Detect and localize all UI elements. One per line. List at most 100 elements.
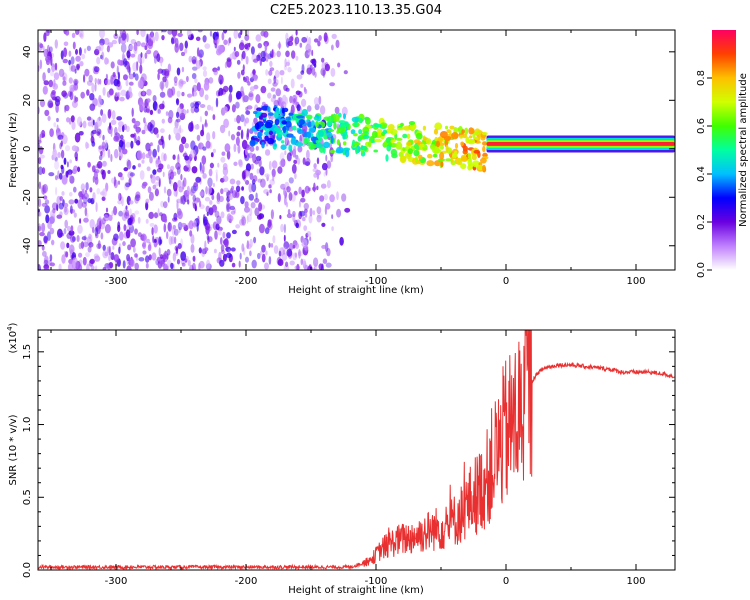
- heatmap-cell: [236, 180, 241, 186]
- y-tick-label: 1.0: [22, 417, 33, 433]
- svg-text:(x104): (x104): [6, 322, 19, 353]
- heatmap-cell: [163, 201, 168, 209]
- heatmap-cell: [156, 53, 161, 62]
- heatmap-cell: [98, 154, 103, 161]
- heatmap-cell: [249, 77, 254, 83]
- heatmap-cell: [129, 44, 134, 51]
- heatmap-cell: [316, 206, 322, 214]
- heatmap-cell: [95, 233, 99, 239]
- heatmap-cell: [173, 212, 178, 221]
- heatmap-cell: [162, 171, 165, 178]
- heatmap-cell: [82, 120, 87, 129]
- heatmap-cell: [47, 115, 51, 122]
- heatmap-cell: [285, 261, 289, 268]
- heatmap-cell: [106, 58, 110, 64]
- heatmap-cell: [101, 141, 106, 150]
- heatmap-cell: [123, 167, 129, 172]
- spectrogram-frame: [37, 29, 676, 271]
- heatmap-cell: [214, 230, 218, 240]
- heatmap-cell: [101, 169, 106, 180]
- heatmap-cell: [252, 69, 256, 75]
- heatmap-cell: [314, 120, 319, 128]
- heatmap-cell: [240, 196, 245, 205]
- heatmap-cell: [139, 64, 143, 74]
- heatmap-cell: [244, 201, 249, 208]
- heatmap-cell: [102, 160, 107, 167]
- heatmap-cell: [177, 32, 183, 38]
- heatmap-cell: [319, 146, 325, 153]
- heatmap-cell: [154, 31, 159, 42]
- heatmap-cell: [332, 114, 340, 122]
- heatmap-cell: [202, 35, 207, 43]
- heatmap-cell: [134, 73, 139, 81]
- heatmap-cell: [281, 107, 285, 114]
- heatmap-cell: [194, 106, 200, 113]
- heatmap-cell: [295, 55, 299, 61]
- heatmap-cell: [337, 62, 341, 68]
- heatmap-cell: [169, 180, 174, 187]
- heatmap-cell: [212, 182, 215, 188]
- x-tick-label: 100: [626, 576, 645, 587]
- heatmap-cell: [229, 205, 235, 211]
- heatmap-cell: [406, 141, 412, 146]
- heatmap-cell: [135, 126, 140, 135]
- heatmap-cell: [255, 34, 262, 42]
- heatmap-cell: [56, 117, 59, 123]
- heatmap-cell: [44, 199, 50, 205]
- heatmap-cell: [295, 242, 299, 249]
- heatmap-cell: [265, 250, 268, 256]
- heatmap-cell: [287, 59, 291, 67]
- heatmap-cell: [63, 41, 69, 47]
- heatmap-cell: [230, 134, 236, 141]
- heatmap-cell: [127, 244, 132, 251]
- heatmap-cell: [295, 222, 300, 228]
- heatmap-cell: [249, 207, 253, 217]
- heatmap-cell: [248, 42, 251, 48]
- heatmap-cell: [236, 131, 241, 137]
- heatmap-cell: [177, 180, 182, 189]
- x-tick-label: 100: [626, 276, 645, 287]
- heatmap-cell: [215, 169, 218, 174]
- heatmap-cell: [66, 161, 69, 168]
- heatmap-cell: [61, 175, 68, 185]
- heatmap-cell: [43, 264, 50, 269]
- heatmap-cell: [101, 51, 105, 61]
- heatmap-cell: [258, 202, 263, 212]
- heatmap-cell: [108, 255, 111, 262]
- heatmap-cell: [254, 198, 260, 203]
- heatmap-cell: [128, 73, 135, 80]
- heatmap-cell: [140, 56, 145, 64]
- heatmap-cell: [334, 106, 340, 115]
- heatmap-cell: [268, 242, 271, 248]
- heatmap-cell: [319, 105, 326, 115]
- heatmap-cell: [136, 61, 139, 71]
- heatmap-cell: [101, 196, 106, 201]
- heatmap-cell: [206, 211, 209, 216]
- heatmap-cell: [324, 63, 330, 72]
- heatmap-cell: [170, 262, 174, 270]
- heatmap-cell: [307, 141, 314, 146]
- heatmap-cell: [279, 159, 286, 167]
- heatmap-cell: [265, 69, 269, 76]
- heatmap-cell: [245, 144, 250, 149]
- heatmap-cell: [250, 202, 256, 209]
- heatmap-cell: [301, 108, 308, 117]
- heatmap-cell: [329, 82, 335, 87]
- heatmap-cell: [264, 121, 273, 129]
- heatmap-cell: [197, 142, 204, 150]
- heatmap-cell: [307, 131, 312, 139]
- heatmap-cell: [224, 238, 229, 248]
- heatmap-cell: [273, 245, 279, 254]
- heatmap-cell: [192, 219, 197, 229]
- heatmap-cell: [320, 67, 327, 77]
- heatmap-cell: [341, 106, 348, 117]
- heatmap-cell: [147, 244, 152, 252]
- heatmap-cell: [158, 163, 164, 170]
- heatmap-cell: [277, 258, 284, 266]
- heatmap-cell: [385, 154, 389, 162]
- heatmap-cell: [100, 54, 103, 60]
- heatmap-cell: [152, 169, 157, 175]
- heatmap-cell: [159, 239, 163, 245]
- heatmap-cell: [340, 123, 347, 129]
- heatmap-cell: [126, 159, 132, 170]
